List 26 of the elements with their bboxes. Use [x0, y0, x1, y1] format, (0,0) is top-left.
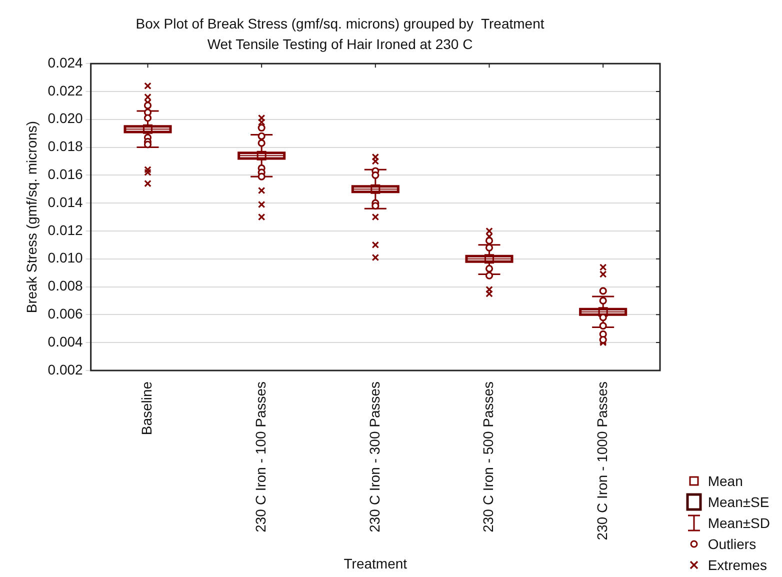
y-tick-label: 0.014: [48, 194, 84, 210]
y-tick-label: 0.010: [48, 250, 84, 266]
y-tick-label: 0.004: [48, 333, 84, 350]
chart-subtitle: Wet Tensile Testing of Hair Ironed at 230 C: [207, 36, 473, 52]
y-tick-label: 0.012: [48, 222, 84, 238]
y-tick-label: 0.006: [48, 306, 84, 322]
x-tick-label: Baseline: [138, 381, 155, 436]
text: Mean±SD: [706, 514, 770, 532]
y-tick-label: 0.018: [48, 138, 84, 154]
y-tick-label: 0.008: [48, 278, 84, 294]
y-tick-label: 0.002: [48, 361, 84, 378]
x-tick-label: 230 C Iron - 1000 Passes: [594, 381, 610, 540]
chart-title: Box Plot of Break Stress (gmf/sq. microns) grouped by Treatment: [136, 15, 544, 32]
y-tick-label: 0.016: [48, 166, 84, 182]
text: Mean: [706, 472, 744, 490]
x-tick-label: 230 C Iron - 500 Passes: [480, 381, 496, 532]
x-tick-label: 230 C Iron - 300 Passes: [366, 381, 382, 532]
legend-label: Extremes: [706, 556, 768, 574]
x-tick-label: 230 C Iron - 100 Passes: [252, 381, 268, 532]
legend-label: Outliers: [706, 534, 758, 554]
text: Mean±SE: [706, 492, 770, 512]
y-axis-title: Break Stress (gmf/sq. microns): [23, 120, 40, 314]
y-tick-label: 0.024: [48, 54, 84, 70]
y-tick-label: 0.020: [48, 110, 84, 126]
y-tick-label: 0.022: [48, 82, 84, 98]
x-axis-title: Treatment: [344, 555, 408, 572]
